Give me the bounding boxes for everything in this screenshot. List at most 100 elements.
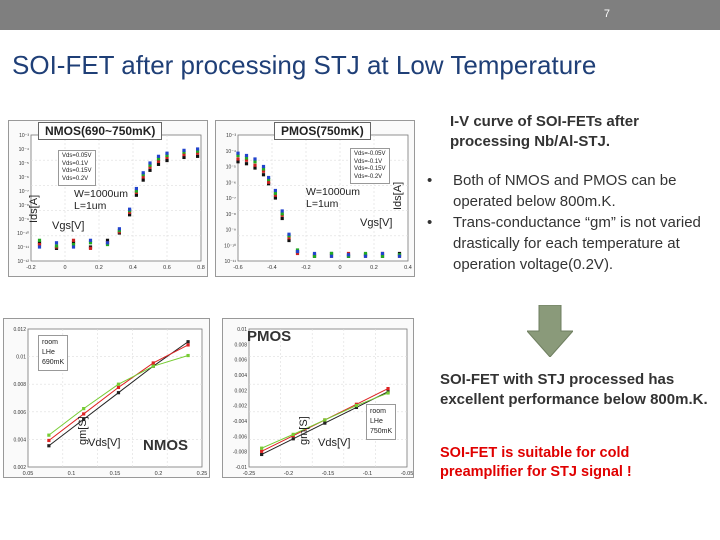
data-point [116, 391, 121, 395]
data-point [244, 153, 249, 158]
data-point [82, 412, 86, 416]
y-tick-label: 10⁻⁵ [19, 161, 29, 167]
pmos-gm-xlabel: Vds[V] [318, 437, 351, 449]
legend-item: Vds=0.05V [62, 153, 92, 159]
nmos-gm-label: NMOS [143, 437, 188, 454]
data-point [295, 251, 300, 256]
legend-item: Vds=-0.15V [354, 166, 386, 172]
pmos-gm-plot: -0.25 -0.2 -0.15 -0.1 -0.05 0.01 0.008 0.006 0.0… [222, 318, 414, 478]
x-tick-label: -0.2 [301, 265, 310, 271]
x-tick-label: 0.4 [404, 265, 412, 271]
data-point [280, 209, 284, 213]
y-tick-label: 10⁻⁷ [226, 196, 236, 202]
legend-item: room [370, 408, 386, 415]
y-tick-label: -0.006 [233, 434, 247, 440]
data-point [117, 227, 121, 231]
nmos-iv-xlabel: Vgs[V] [52, 220, 85, 232]
data-point [82, 407, 86, 411]
y-tick-label: 10⁻⁴ [19, 147, 29, 153]
data-point [363, 254, 368, 258]
data-point [47, 438, 51, 443]
data-point [267, 175, 271, 180]
data-point [244, 162, 249, 166]
x-tick-label: -0.05 [401, 471, 413, 477]
y-tick-label: 0.004 [13, 437, 26, 443]
y-tick-label: -0.008 [233, 450, 247, 456]
data-point [280, 212, 284, 216]
data-point [165, 158, 169, 163]
x-tick-label: 0.25 [197, 471, 208, 477]
data-point [37, 238, 42, 242]
x-tick-label: -0.2 [284, 471, 293, 477]
data-point [37, 245, 42, 249]
y-tick-label: 10⁻⁸ [226, 212, 236, 218]
x-tick-label: 0.05 [23, 471, 34, 477]
data-point [291, 437, 295, 441]
data-point [182, 148, 186, 152]
y-tick-label: 10⁻⁸ [19, 203, 29, 209]
data-point [151, 361, 155, 365]
legend-item: LHe [370, 418, 383, 425]
data-point [88, 246, 93, 250]
data-point [71, 241, 76, 245]
data-point [329, 251, 334, 256]
data-point [37, 241, 42, 245]
data-point [116, 385, 121, 389]
nmos-length-label: L=1um [74, 200, 107, 212]
data-point [273, 196, 277, 200]
data-point [148, 165, 152, 169]
data-point [280, 216, 284, 221]
data-point [82, 417, 86, 421]
data-point [186, 353, 190, 358]
data-point [71, 245, 76, 249]
down-arrow-icon [527, 305, 573, 357]
data-point [354, 403, 359, 408]
data-point [47, 444, 51, 448]
nmos-gm-plot: 0.05 0.1 0.15 0.2 0.25 0.012 0.01 0.008 0.006 0.0… [3, 318, 210, 478]
y-tick-label: 0.008 [13, 382, 26, 388]
y-tick-label: 10⁻⁹ [226, 228, 236, 234]
y-tick-label: -0.004 [233, 419, 247, 425]
pmos-gm-legend: room LHe 750mK [366, 404, 397, 440]
x-tick-label: 0.2 [370, 265, 378, 271]
nmos-iv-ylabel: Ids[A] [28, 194, 40, 223]
data-point [261, 173, 266, 177]
data-point [182, 152, 186, 157]
x-tick-label: -0.25 [243, 471, 256, 477]
data-point [329, 254, 334, 258]
x-tick-label: -0.15 [322, 471, 335, 477]
y-tick-label: 10⁻¹¹ [224, 259, 236, 265]
x-tick-label: 0.1 [68, 471, 76, 477]
data-point [323, 421, 327, 425]
legend-item: LHe [42, 349, 55, 356]
x-tick-label: 0.2 [95, 265, 103, 271]
data-point [312, 251, 317, 256]
y-tick-label: 0.01 [237, 327, 247, 333]
legend-item: Vds=-0.05V [354, 151, 386, 157]
data-point [88, 241, 93, 245]
y-tick-label: 10⁻³ [19, 133, 29, 139]
performance-statement: SOI-FET with STJ processed has excellent… [440, 371, 708, 408]
data-point [128, 210, 132, 214]
data-point [182, 150, 186, 154]
x-tick-label: 0 [63, 265, 66, 271]
bullet-item: Trans-conductance “gm” is not varied dra… [427, 212, 719, 275]
legend-item: Vds=-0.2V [354, 173, 383, 180]
data-point [380, 254, 385, 258]
y-tick-label: 0.002 [13, 465, 26, 471]
x-tick-label: -0.6 [233, 265, 242, 271]
data-point [273, 191, 277, 195]
x-tick-label: 0 [338, 265, 341, 271]
legend-item: Vds=0.1V [62, 160, 89, 167]
bullet-list: Both of NMOS and PMOS can be operated be… [427, 170, 719, 275]
y-tick-label: 0.004 [234, 373, 247, 379]
data-point [295, 249, 300, 254]
pmos-iv-title: PMOS(750mK) [274, 122, 371, 140]
legend-item: Vds=-0.1V [354, 158, 383, 165]
y-tick-label: 10⁻⁷ [19, 189, 29, 195]
data-point [156, 157, 161, 161]
nmos-iv-title: NMOS(690~750mK) [38, 122, 163, 140]
data-point [165, 153, 169, 157]
legend-item: Vds=0.15V [62, 168, 92, 174]
data-point [260, 449, 264, 453]
